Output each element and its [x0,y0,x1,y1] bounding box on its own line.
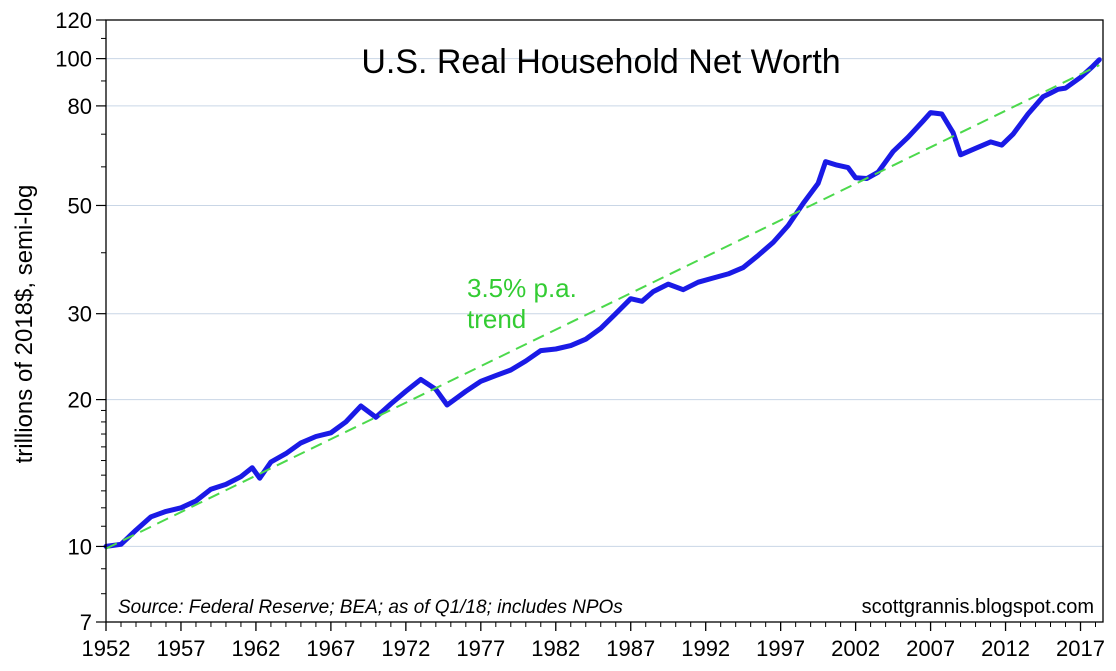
x-tick-label: 1972 [381,636,430,661]
x-tick-label: 2012 [981,636,1030,661]
y-tick-label: 30 [68,302,92,327]
net-worth-line [103,57,1102,549]
x-tick-label: 2017 [1056,636,1105,661]
x-tick-label: 1967 [306,636,355,661]
x-tick-label: 1992 [681,636,730,661]
series-layer [103,57,1102,550]
y-axis-label: trillions of 2018$, semi-log [11,185,38,464]
trend-annotation-rate: 3.5% p.a. [467,273,577,303]
plot-frame [105,19,1104,623]
axes: 7 10 20 30 50 80 100 120 1952 1957 1962 1967 1972 197… [55,8,1105,661]
x-tick-label: 1957 [156,636,205,661]
source-note: Source: Federal Reserve; BEA; as of Q1/1… [118,597,623,618]
trend-annotation-label: trend [467,304,526,334]
x-tick-label: 1997 [756,636,805,661]
y-tick-label: 120 [55,8,92,33]
y-tick-label: 100 [55,47,92,72]
gridlines [106,58,1103,547]
y-tick-label: 80 [68,94,92,119]
x-tick-label: 1982 [531,636,580,661]
chart-title: U.S. Real Household Net Worth [361,43,840,81]
x-tick-label: 1987 [606,636,655,661]
y-tick-label: 10 [68,534,92,559]
y-tick-label: 20 [68,388,92,413]
x-tick-label: 2002 [831,636,880,661]
trend-line [105,64,1100,550]
blog-credit: scottgrannis.blogspot.com [862,596,1094,618]
y-tick-label: 7 [80,610,92,635]
x-tick-label: 1952 [82,636,131,661]
x-tick-label: 1962 [231,636,280,661]
x-tick-label: 2007 [906,636,955,661]
x-tick-label: 1977 [456,636,505,661]
y-tick-label: 50 [68,193,92,218]
